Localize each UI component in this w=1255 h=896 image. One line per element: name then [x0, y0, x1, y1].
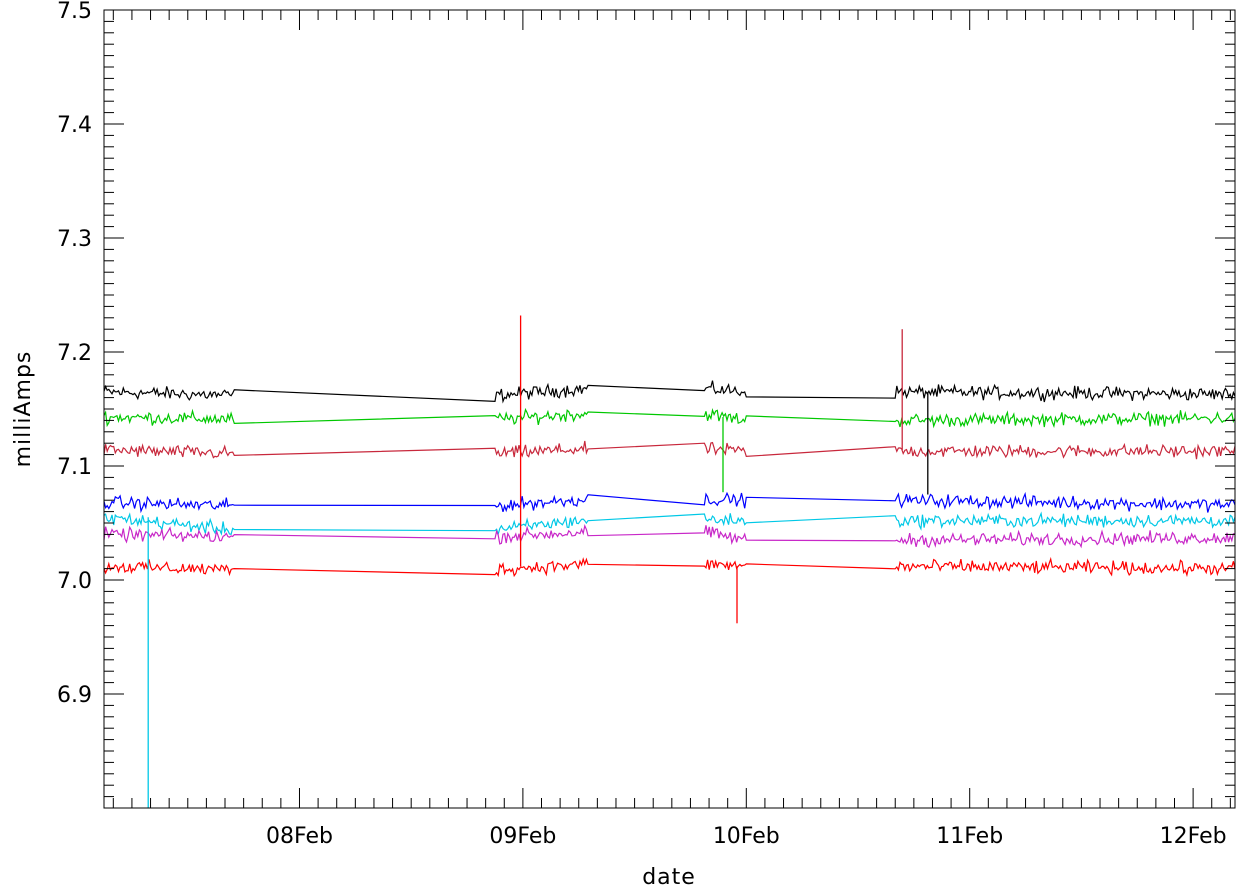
series-line	[103, 524, 1236, 549]
plot-frame	[103, 9, 1236, 809]
y-tick-label: 7.3	[57, 227, 92, 252]
tick-layer	[104, 9, 1235, 809]
y-tick-label: 7.5	[57, 0, 92, 24]
y-tick-label: 7.0	[57, 569, 92, 594]
series-line	[103, 491, 1236, 514]
x-axis-title: date	[642, 865, 696, 890]
y-axis-title: milliAmps	[11, 351, 36, 468]
x-tick-label: 12Feb	[1160, 824, 1227, 849]
series-line	[103, 440, 1236, 460]
y-tick-label: 7.2	[57, 341, 92, 366]
x-tick-label: 11Feb	[936, 824, 1003, 849]
series-line	[103, 407, 1236, 429]
series-line	[103, 380, 1236, 404]
label-layer: 6.9 7.0 7.1 7.2 7.3 7.4 7.5 08Feb 09Feb 10Feb 11Fe…	[57, 0, 1227, 849]
x-tick-label: 08Feb	[266, 824, 333, 849]
x-tick-label: 09Feb	[489, 824, 556, 849]
series-layer	[103, 315, 1236, 808]
y-tick-label: 6.9	[57, 683, 92, 708]
series-line	[103, 511, 1236, 537]
series-line	[103, 556, 1236, 578]
x-tick-label: 10Feb	[713, 824, 780, 849]
y-tick-label: 7.4	[57, 113, 92, 138]
y-tick-label: 7.1	[57, 455, 92, 480]
